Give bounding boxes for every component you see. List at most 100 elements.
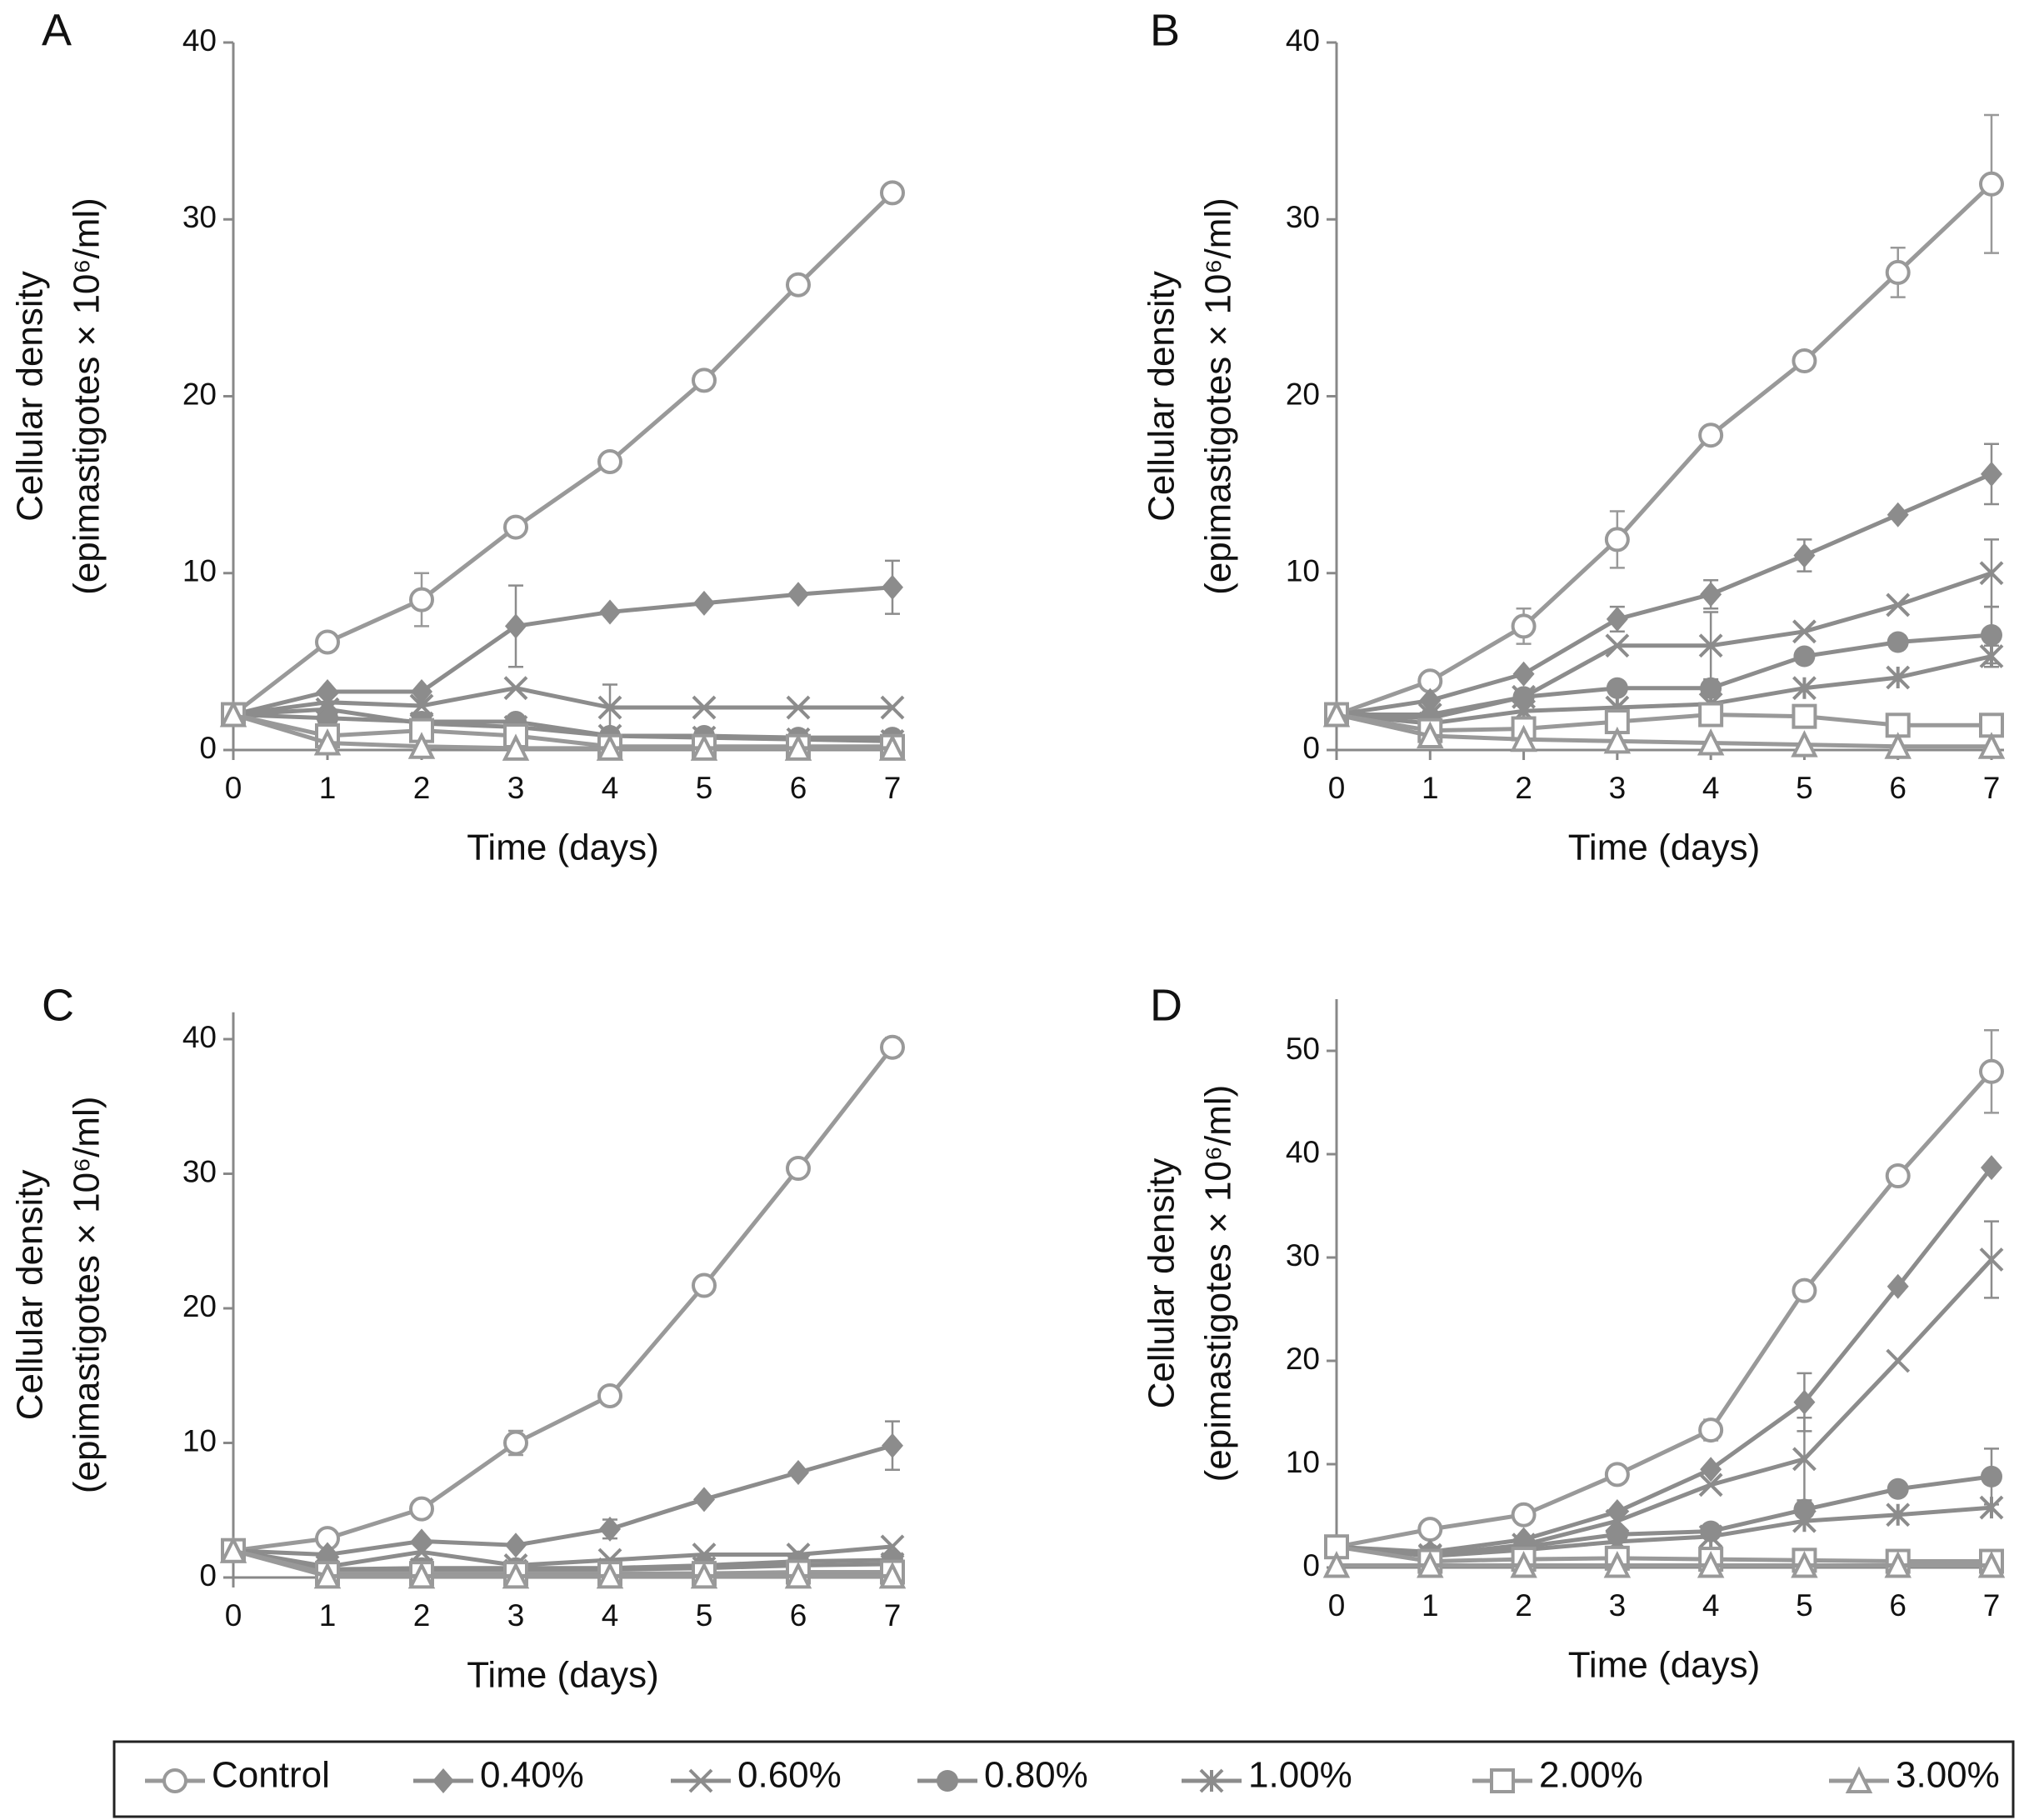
x-axis-label: Time (days): [467, 828, 659, 868]
marker: [786, 272, 811, 298]
marker: [692, 1272, 717, 1298]
marker: [407, 1561, 436, 1589]
x-tick-label: 1: [319, 771, 337, 805]
y-tick-label: 20: [1286, 377, 1320, 411]
series-line: [232, 1548, 893, 1573]
y-tick-label: 30: [182, 1154, 217, 1188]
marker: [1887, 502, 1909, 528]
x-tick-label: 7: [884, 771, 902, 805]
marker: [1792, 1508, 1817, 1533]
marker: [1884, 1551, 1912, 1578]
marker: [1886, 665, 1911, 690]
marker: [1697, 728, 1725, 756]
y-tick-label: 0: [199, 731, 217, 765]
marker: [787, 1460, 809, 1486]
x-tick-label: 5: [696, 1598, 713, 1632]
y-axis-label: (epimastigotes × 10⁶/ml): [1198, 1085, 1239, 1482]
marker: [503, 1430, 528, 1456]
marker: [1887, 1478, 1909, 1500]
marker: [1887, 1273, 1909, 1299]
marker: [1322, 700, 1351, 728]
series-line: [1336, 712, 1992, 733]
marker: [1792, 676, 1817, 701]
marker: [688, 1768, 713, 1793]
marker: [1604, 1462, 1630, 1488]
marker: [596, 1561, 624, 1589]
marker: [784, 1561, 812, 1589]
series-line: [1336, 1166, 1993, 1554]
y-tick-label: 40: [1286, 23, 1320, 58]
marker: [1793, 645, 1816, 668]
marker: [1793, 542, 1816, 568]
series-line: [1336, 1474, 1992, 1557]
marker: [1979, 1058, 2004, 1084]
marker: [1979, 1495, 2004, 1520]
y-tick-label: 20: [182, 1289, 217, 1323]
x-tick-label: 5: [1796, 771, 1813, 805]
series-line: [232, 686, 892, 718]
marker: [1697, 1551, 1725, 1578]
marker: [693, 590, 715, 616]
x-tick-label: 7: [1983, 1588, 2001, 1622]
marker: [1979, 171, 2004, 197]
y-tick-label: 30: [182, 200, 217, 234]
marker: [1700, 582, 1722, 608]
marker: [1698, 422, 1724, 448]
x-axis-label: Time (days): [1568, 1645, 1761, 1686]
x-tick-label: 2: [1515, 1588, 1532, 1622]
legend-label: 0.80%: [984, 1755, 1088, 1796]
marker: [1605, 633, 1630, 658]
marker: [409, 1539, 434, 1564]
y-axis-label: (epimastigotes × 10⁶/ml): [67, 198, 107, 595]
marker: [1792, 619, 1817, 644]
marker: [1419, 688, 1442, 713]
marker: [882, 1432, 903, 1458]
series-line: [232, 707, 893, 743]
y-tick-label: 20: [182, 377, 217, 411]
marker: [599, 599, 621, 625]
marker: [1603, 1551, 1632, 1578]
marker: [503, 676, 528, 701]
legend-label: 1.00%: [1248, 1755, 1352, 1796]
marker: [1791, 1551, 1818, 1578]
y-tick-label: 0: [199, 1558, 217, 1592]
marker: [1886, 1348, 1911, 1373]
x-tick-label: 4: [602, 1598, 619, 1632]
marker: [1981, 1155, 2002, 1181]
marker: [315, 629, 340, 655]
marker: [1792, 1447, 1817, 1472]
legend-box: [112, 1740, 2015, 1818]
marker: [1417, 721, 1444, 749]
marker: [502, 1561, 530, 1589]
marker: [1792, 348, 1817, 374]
marker: [878, 733, 907, 761]
x-tick-label: 1: [319, 1598, 337, 1632]
marker: [1981, 461, 2002, 487]
y-axis-label: Cellular density: [10, 1169, 51, 1420]
legend-label: 3.00%: [1896, 1755, 2000, 1796]
marker: [432, 1768, 454, 1793]
marker: [1845, 1766, 1873, 1793]
x-tick-label: 0: [225, 1598, 242, 1632]
series-line: [1336, 654, 1992, 726]
series-line: [232, 585, 893, 717]
marker: [596, 733, 624, 761]
marker: [1606, 677, 1628, 699]
marker: [1698, 1472, 1723, 1498]
marker: [1698, 702, 1724, 728]
x-tick-label: 4: [1702, 1588, 1720, 1622]
series-line: [232, 1046, 894, 1553]
marker: [407, 732, 436, 759]
marker: [411, 678, 432, 704]
marker: [1886, 592, 1911, 618]
marker: [693, 1487, 715, 1512]
y-tick-label: 0: [1302, 1548, 1320, 1582]
x-tick-label: 3: [1609, 1588, 1627, 1622]
marker: [313, 1561, 342, 1589]
x-tick-label: 1: [1422, 1588, 1439, 1622]
x-tick-label: 4: [602, 771, 619, 805]
y-axis-label: Cellular density: [10, 271, 51, 522]
marker: [1698, 633, 1723, 658]
series-line: [1336, 472, 1992, 718]
y-tick-label: 10: [1286, 1445, 1320, 1479]
